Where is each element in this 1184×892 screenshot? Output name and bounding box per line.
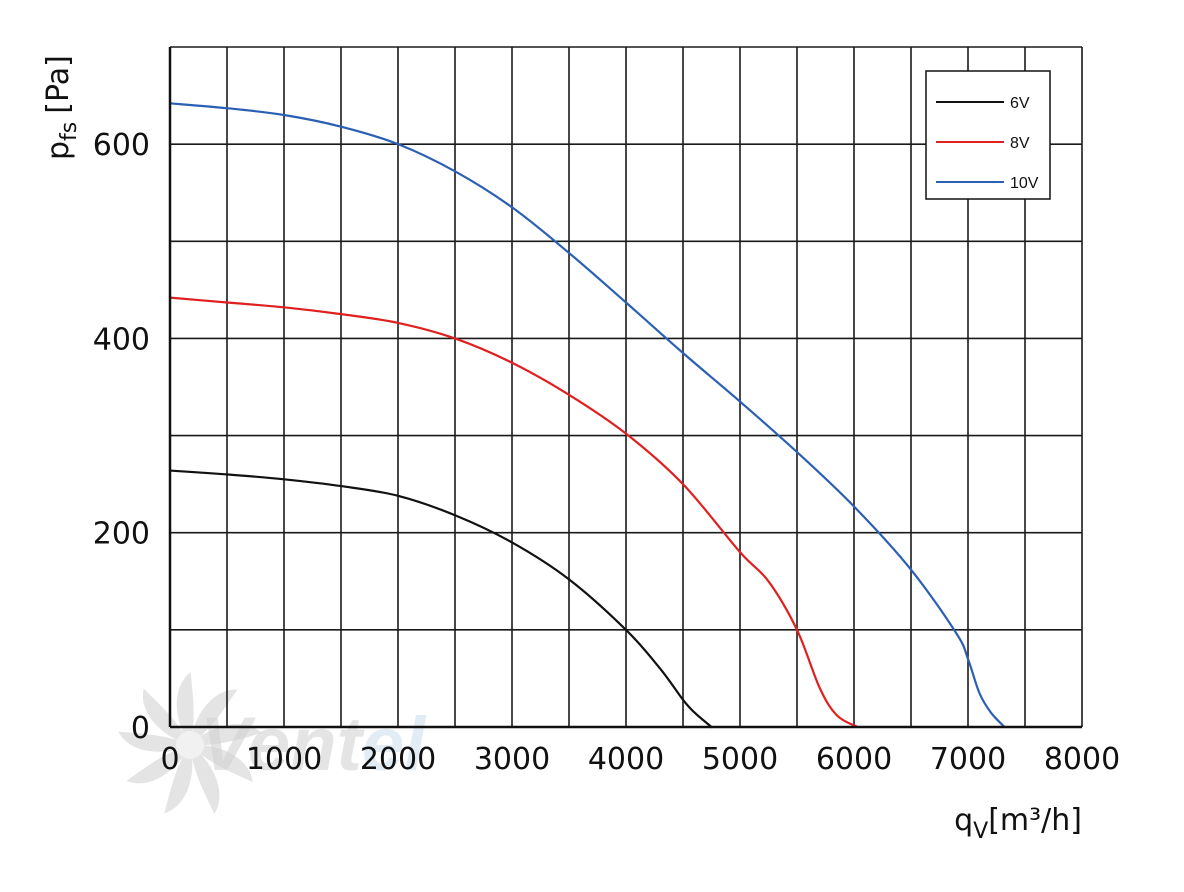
tick-labels: 0 1000 2000 3000 4000 5000 6000 7000 8000 0 200 400… — [93, 128, 1120, 777]
watermark-fan-blade — [142, 688, 190, 745]
legend-box — [925, 70, 1051, 200]
svg-text:qV[m³/h]: qV[m³/h] — [954, 803, 1082, 844]
y-tick-label: 400 — [93, 322, 150, 357]
watermark-fan-blade — [126, 745, 190, 784]
watermark-fan-hub — [176, 731, 204, 759]
legend-label-10v: 10V — [1010, 175, 1039, 192]
series-line-6v — [168, 469, 713, 729]
watermark-text-part2: el — [362, 702, 427, 787]
y-axis-label-sub: fs — [57, 122, 82, 141]
watermark-fan-blade — [164, 745, 193, 814]
x-tick-label: 2000 — [360, 742, 436, 777]
axis-frame — [168, 47, 1082, 729]
watermark-fan-icon — [118, 672, 262, 814]
legend-label-8v: 8V — [1010, 135, 1030, 152]
x-axis-label-unit: [m³/h] — [988, 803, 1082, 838]
y-tick-label: 0 — [131, 711, 150, 746]
legend-label-6v: 6V — [1010, 95, 1030, 112]
x-tick-label: 3000 — [474, 742, 550, 777]
x-tick-label: 4000 — [588, 742, 664, 777]
watermark: Ventel — [118, 672, 427, 814]
legend: 6V 8V 10V — [925, 70, 1051, 200]
svg-text:pfs[Pa]: pfs [Pa] — [41, 55, 82, 160]
x-tick-label: 0 — [160, 742, 179, 777]
x-axis-label-sub: V — [973, 819, 988, 844]
y-tick-label: 200 — [93, 517, 150, 552]
watermark-fan-blade — [118, 731, 190, 752]
series-line-10v — [168, 102, 1006, 729]
y-axis-label: pfs [Pa] — [41, 55, 82, 160]
y-axis-label-unit: [Pa] — [41, 55, 76, 114]
y-tick-label: 600 — [93, 128, 150, 163]
y-axis-label-main: p — [41, 141, 76, 160]
x-tick-label: 7000 — [930, 742, 1006, 777]
x-axis-label-main: q — [954, 803, 973, 838]
watermark-fan-blade — [190, 745, 220, 814]
watermark-fan-blade — [190, 744, 253, 783]
x-tick-label: 5000 — [702, 742, 778, 777]
x-tick-label: 6000 — [816, 742, 892, 777]
x-axis-label: qV[m³/h] — [954, 803, 1082, 844]
watermark-fan-blade — [190, 724, 262, 746]
series-lines — [168, 102, 1006, 729]
watermark-fan-blade — [190, 689, 238, 745]
x-tick-label: 1000 — [246, 742, 322, 777]
x-tick-label: 8000 — [1044, 742, 1120, 777]
series-line-8v — [168, 296, 859, 729]
grid — [169, 46, 1083, 728]
